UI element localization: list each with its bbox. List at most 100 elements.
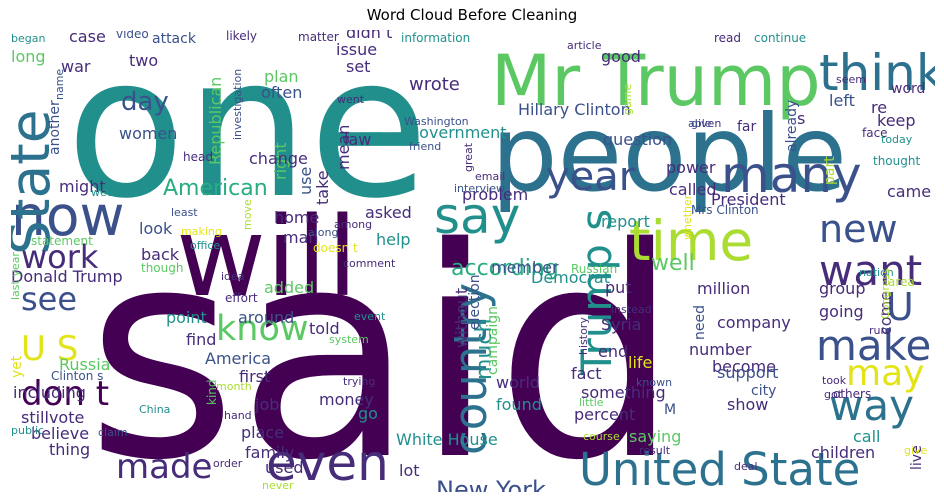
word-deal: deal [734, 460, 758, 473]
word-question: question [603, 130, 672, 149]
word-american: American [163, 176, 268, 201]
word-office: office [190, 239, 220, 252]
word-much: much [472, 319, 497, 380]
word-move: move [241, 199, 254, 230]
word-election: election [467, 274, 483, 330]
word-war: war [61, 57, 91, 76]
word-information: information [401, 31, 470, 45]
word-thing: thing [49, 440, 90, 459]
word-take: take [313, 170, 332, 205]
word-trump-s: Trump s [572, 209, 621, 376]
word-report: report [601, 212, 650, 231]
word-back: back [141, 245, 180, 264]
word-among: among [334, 218, 372, 231]
word-america: America [205, 349, 271, 368]
word-say: say [434, 187, 520, 245]
word-email: email [475, 170, 505, 183]
word-whether: whether [681, 194, 694, 240]
word-republican: Republican [206, 77, 225, 165]
word-course: course [583, 430, 620, 443]
word-new: new [819, 207, 898, 251]
word-give: give [904, 444, 928, 457]
word-though: though [141, 261, 183, 275]
word-read: read [714, 31, 741, 45]
word-percent: percent [574, 405, 635, 424]
word-found: found [496, 395, 542, 414]
word-cloud: said one people will Mr Trump now time think say… [11, 30, 935, 492]
word-added: added [264, 278, 314, 297]
word-become: become [712, 357, 776, 376]
word-two: two [129, 51, 158, 70]
word-fact: fact [571, 364, 602, 383]
word-part: part [822, 156, 838, 185]
word-hand: hand [224, 409, 252, 422]
word-case: case [69, 30, 106, 46]
word-system: system [329, 333, 369, 346]
word-life: life [628, 353, 652, 372]
word-family: family [245, 443, 294, 462]
word-year: year [546, 154, 636, 200]
word-russia: Russia [59, 355, 110, 374]
word-look: look [139, 219, 173, 238]
word-right: right [271, 142, 290, 180]
word-used: used [265, 458, 303, 477]
word-law: law [344, 130, 371, 149]
word-idea: idea [221, 270, 245, 283]
word-interview: interview [454, 182, 505, 195]
word-event: event [354, 310, 386, 323]
word-re: re [871, 98, 887, 117]
word-video: video [116, 30, 149, 41]
word-nation: nation [859, 266, 894, 279]
word-well: well [651, 251, 695, 276]
word-claim: claim [98, 426, 128, 439]
word-month: month [216, 380, 252, 393]
word-game: game [621, 84, 634, 115]
word-today: today [881, 133, 913, 146]
word-even: even [266, 434, 389, 492]
word-group: group [819, 279, 865, 298]
word-problem: problem [462, 185, 528, 204]
word-good: good [601, 47, 641, 66]
word-result: result [639, 444, 671, 457]
word-didn-t: didn t [346, 30, 392, 42]
word-job: job [254, 395, 279, 414]
word-go: go [358, 404, 378, 423]
word-known: known [636, 376, 672, 389]
word-said: said [86, 187, 679, 492]
word-word: word [891, 81, 925, 97]
word-came: came [887, 182, 931, 201]
word-washington: Washington [404, 115, 469, 128]
word-know: know [216, 309, 309, 349]
word-congress: Congress [879, 268, 892, 319]
word-name: name [53, 69, 66, 100]
word-mean: mean [334, 125, 353, 170]
word-s: s [797, 109, 805, 128]
word-without: without [452, 288, 471, 348]
word-member: member [491, 258, 559, 277]
word-trying: trying [343, 375, 375, 388]
word-already: already [784, 100, 800, 152]
word-million: million [697, 279, 750, 298]
word-around: around [238, 308, 294, 327]
word-investigation: investigation [231, 69, 244, 140]
word-article: article [567, 39, 602, 52]
word-public: public [11, 424, 44, 437]
word-u-s: U S [21, 329, 78, 369]
word-believe: believe [31, 424, 89, 443]
word-time: time [629, 209, 753, 273]
word-attack: attack [152, 31, 197, 47]
word-man: man [283, 228, 319, 247]
word-way: way [829, 381, 914, 430]
word-others: others [833, 387, 871, 401]
word-something: something [581, 383, 666, 402]
word-another: another [47, 100, 63, 155]
word-last-year: last year [11, 252, 22, 300]
word-first: first [239, 367, 270, 386]
word-campaign: campaign [485, 306, 501, 375]
word-syria: Syria [601, 315, 641, 334]
word-left: left [829, 91, 855, 110]
word-area: area [888, 275, 915, 289]
word-support: support [717, 363, 778, 382]
word-often: often [261, 83, 302, 102]
word-statement: statement [31, 234, 93, 248]
